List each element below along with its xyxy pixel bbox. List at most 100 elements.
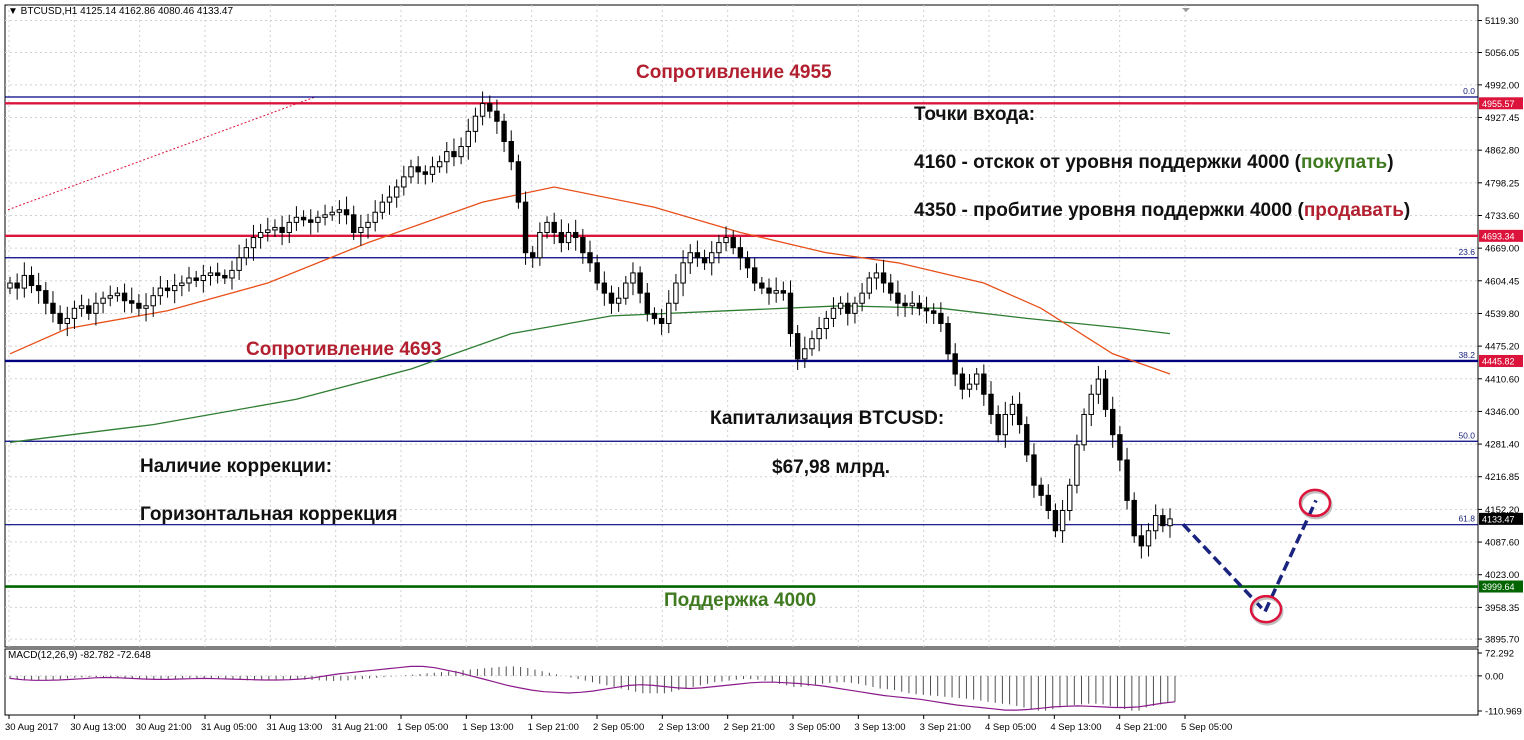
candle-body xyxy=(859,292,865,304)
candle-body xyxy=(973,373,980,385)
candle-body xyxy=(50,302,56,314)
price-tag-box xyxy=(1479,229,1523,242)
candle-body xyxy=(193,277,199,282)
candle-body xyxy=(587,252,593,264)
candle-body xyxy=(336,209,343,213)
candle-body xyxy=(7,282,13,289)
candle-body xyxy=(1074,444,1080,486)
candle-body xyxy=(902,302,908,307)
candle-body xyxy=(572,231,579,239)
y-tick-label: 4798.25 xyxy=(1485,178,1519,189)
candle-body xyxy=(136,302,142,309)
y-tick-label: 4862.80 xyxy=(1485,146,1519,157)
candle-body xyxy=(200,274,207,282)
candle-body xyxy=(952,353,958,375)
candle-body xyxy=(21,274,28,289)
candle-body xyxy=(651,312,658,319)
buy-label: покупать xyxy=(1301,152,1388,173)
price-tag-box xyxy=(1479,512,1523,525)
price-tag-label: 3999.64 xyxy=(1482,582,1515,592)
candle-body xyxy=(623,282,629,299)
capitalization-title: Капитализация BTCUSD: xyxy=(710,408,945,429)
candle-body xyxy=(701,257,708,264)
y-tick-label: 5119.30 xyxy=(1485,16,1519,27)
price-tag-label: 4445.82 xyxy=(1482,356,1515,366)
candle-body xyxy=(873,272,880,279)
candle-body xyxy=(329,211,335,216)
x-tick-label: 31 Aug 21:00 xyxy=(332,722,388,733)
candle-body xyxy=(1067,484,1073,512)
candle-body xyxy=(945,322,951,355)
candle-body xyxy=(809,338,815,350)
candle-body xyxy=(580,237,586,254)
candle-body xyxy=(43,290,49,304)
candle-body xyxy=(365,221,371,228)
candle-body xyxy=(279,226,285,233)
macd-y-label: 0.00 xyxy=(1485,671,1504,682)
candle-body xyxy=(816,328,822,340)
forecast-target-circle xyxy=(1249,594,1283,624)
candle-body xyxy=(401,176,407,188)
macd-label: MACD(12,26,9) -82.782 -72.648 xyxy=(8,650,151,661)
x-tick-label: 3 Sep 05:00 xyxy=(789,722,840,733)
candle-body xyxy=(608,292,615,304)
y-tick-label: 3958.35 xyxy=(1485,603,1519,614)
candle-body xyxy=(615,297,622,304)
candle-body xyxy=(1002,413,1009,436)
candle-body xyxy=(880,272,887,284)
candle-body xyxy=(673,282,679,304)
price-pane-frame xyxy=(4,4,1479,648)
candle-body xyxy=(515,161,522,203)
candle-body xyxy=(1016,403,1023,426)
x-tick-label: 3 Sep 21:00 xyxy=(920,722,971,733)
x-tick-label: 31 Aug 05:00 xyxy=(201,722,257,733)
y-tick-label: 4539.80 xyxy=(1485,309,1519,320)
price-tag-label: 4955.57 xyxy=(1482,99,1515,109)
candle-body xyxy=(544,221,550,233)
y-tick-label: 5056.05 xyxy=(1485,48,1519,59)
candle-body xyxy=(214,272,221,276)
candle-body xyxy=(1081,413,1087,446)
capitalization-value: $67,98 млрд. xyxy=(772,457,890,478)
candle-body xyxy=(751,267,758,284)
y-tick-label: 4346.00 xyxy=(1485,407,1519,418)
x-tick-label: 2 Sep 21:00 xyxy=(724,722,775,733)
candle-body xyxy=(637,272,643,294)
candle-body xyxy=(308,219,314,223)
resistance-4693-label: Сопротивление 4693 xyxy=(246,339,442,360)
entry-point-1: 4160 - отскок от уровня поддержки 4000 (… xyxy=(914,153,1394,172)
candle-body xyxy=(415,166,421,173)
y-tick-label: 4216.85 xyxy=(1485,472,1519,483)
candle-body xyxy=(1145,530,1152,547)
x-tick-label: 1 Sep 13:00 xyxy=(462,722,513,733)
candle-body xyxy=(837,302,844,309)
candle-body xyxy=(272,226,278,231)
candle-body xyxy=(959,373,966,390)
candle-body xyxy=(300,216,307,221)
candle-body xyxy=(558,231,565,244)
candle-body xyxy=(265,229,271,233)
candle-body xyxy=(14,282,20,289)
candle-body xyxy=(594,262,600,284)
candle-body xyxy=(909,302,915,307)
candle-body xyxy=(322,214,328,218)
entry-point-2-text: 4350 - пробитие уровня поддержки 4000 ( xyxy=(914,200,1304,221)
candle-body xyxy=(150,295,156,307)
x-tick-label: 5 Sep 05:00 xyxy=(1181,722,1232,733)
candle-body xyxy=(744,257,751,269)
fibo-level-label: 38.2 xyxy=(1458,350,1475,360)
candle-body xyxy=(551,221,557,233)
candle-body xyxy=(164,287,171,292)
candle-body xyxy=(931,310,937,314)
candles xyxy=(7,91,1173,559)
candle-body xyxy=(916,302,923,309)
x-tick-label: 4 Sep 05:00 xyxy=(985,722,1036,733)
candle-body xyxy=(601,282,608,294)
x-tick-label: 2 Sep 05:00 xyxy=(593,722,644,733)
candle-body xyxy=(358,226,364,233)
candle-body xyxy=(315,216,321,223)
price-tag-label: 4133.47 xyxy=(1482,514,1515,524)
y-tick-label: 4927.45 xyxy=(1485,113,1519,124)
price-tag-box xyxy=(1479,97,1523,110)
